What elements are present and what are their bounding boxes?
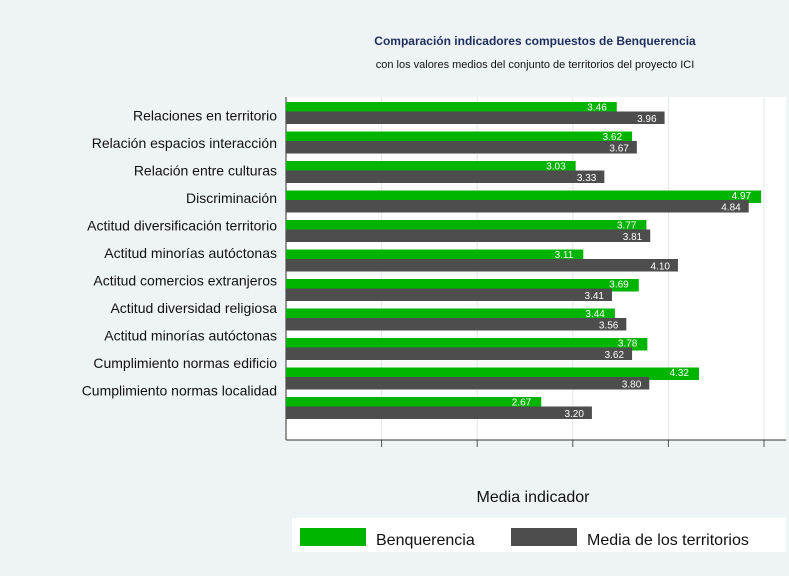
bar (286, 367, 699, 380)
legend-label: Benquerencia (376, 532, 475, 549)
bar (286, 259, 678, 272)
bar (286, 308, 615, 321)
bar (286, 141, 637, 154)
bar (286, 170, 605, 183)
y-tick-label: Relación entre culturas (134, 163, 277, 179)
y-tick-label: Actitud diversificación territorio (87, 218, 277, 234)
bar (286, 397, 542, 410)
y-tick-label: Cumplimiento normas localidad (82, 383, 277, 399)
bar (286, 131, 633, 144)
value-label: 4.97 (732, 191, 752, 202)
value-label: 3.46 (587, 103, 607, 114)
y-tick-label: Actitud minorías autóctonas (104, 328, 277, 344)
bar (286, 200, 749, 213)
value-label: 2.67 (512, 398, 532, 409)
chart-title: Comparación indicadores compuestos de Be… (374, 34, 696, 48)
value-label: 4.32 (670, 368, 690, 379)
legend-swatch (511, 528, 577, 546)
bar (286, 190, 762, 203)
value-label: 3.78 (618, 339, 638, 350)
axis-title: Media indicador (477, 489, 591, 506)
value-label: 3.80 (622, 380, 642, 391)
bar (286, 288, 612, 301)
y-tick-label: Actitud minorías autóctonas (104, 245, 277, 261)
value-label: 3.77 (617, 221, 637, 232)
value-label: 3.33 (577, 173, 597, 184)
legend-label: Media de los territorios (587, 532, 749, 549)
y-tick-label: Discriminación (186, 190, 277, 206)
bar (286, 102, 617, 115)
value-label: 3.62 (603, 132, 623, 143)
value-label: 3.96 (637, 114, 657, 125)
value-label: 3.11 (555, 250, 574, 261)
bar (286, 249, 584, 262)
value-label: 3.44 (585, 309, 605, 320)
value-label: 3.62 (605, 350, 625, 361)
value-label: 3.41 (585, 291, 605, 302)
bar (286, 279, 639, 292)
bar (286, 220, 647, 233)
value-label: 3.20 (564, 409, 584, 420)
y-tick-label: Relación espacios interacción (92, 135, 277, 151)
value-label: 3.69 (609, 280, 629, 291)
chart-subtitle: con los valores medios del conjunto de t… (376, 59, 695, 71)
bar (286, 347, 633, 360)
bar (286, 318, 627, 331)
value-label: 4.10 (650, 262, 670, 273)
value-label: 3.81 (623, 232, 643, 243)
value-label: 3.03 (546, 162, 566, 173)
bar (286, 229, 651, 242)
bar (286, 377, 650, 390)
value-label: 3.56 (599, 321, 619, 332)
y-tick-label: Actitud diversidad religiosa (110, 300, 277, 316)
bar (286, 406, 592, 419)
bar (286, 161, 576, 174)
bar (286, 338, 648, 351)
value-label: 4.84 (721, 203, 741, 214)
bar (286, 111, 665, 124)
value-label: 3.67 (609, 144, 629, 155)
y-tick-label: Cumplimiento normas edificio (93, 355, 277, 371)
y-tick-label: Actitud comercios extranjeros (93, 273, 277, 289)
legend-swatch (300, 528, 366, 546)
y-tick-label: Relaciones en territorio (133, 108, 277, 124)
